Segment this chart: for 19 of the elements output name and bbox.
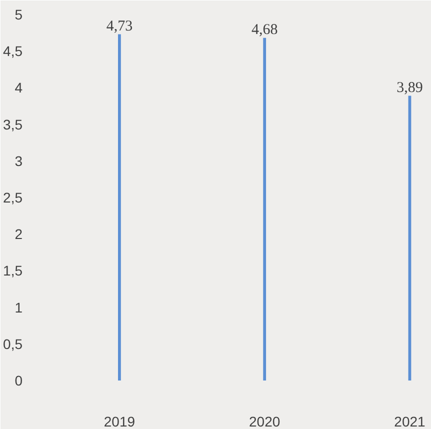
x-tick-label: 2021 [394, 414, 426, 429]
data-label: 4,73 [106, 18, 133, 34]
y-tick-label: 3 [14, 152, 23, 169]
y-tick-label: 5 [14, 6, 23, 22]
y-tick-label: 1,5 [3, 262, 23, 279]
y-tick-label: 3,5 [3, 116, 23, 132]
y-tick-label: 0,5 [3, 336, 23, 352]
data-label: 4,68 [251, 22, 278, 38]
y-tick-label: 1 [14, 299, 23, 316]
y-tick-label: 2 [14, 226, 23, 242]
y-tick-label: 2,5 [3, 190, 23, 206]
x-tick-label: 2020 [249, 414, 280, 429]
y-tick-label: 4,5 [3, 43, 23, 60]
data-label: 3,89 [396, 80, 423, 96]
bar [118, 34, 121, 380]
y-tick-label: 4 [14, 80, 23, 96]
y-tick-label: 0 [14, 372, 23, 388]
bar [263, 38, 266, 380]
x-tick-label: 2019 [104, 414, 136, 429]
